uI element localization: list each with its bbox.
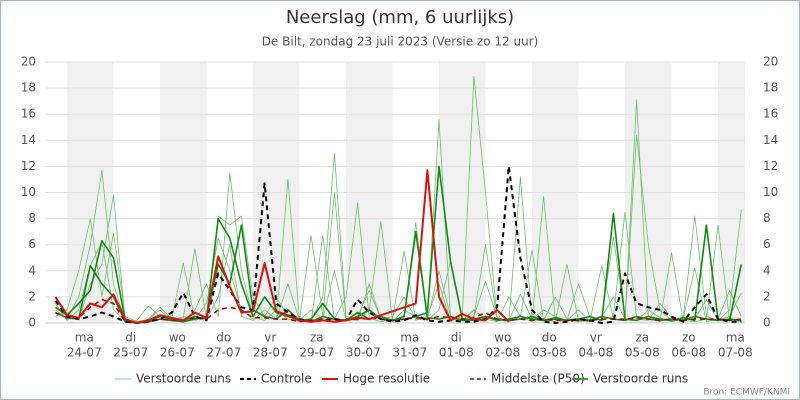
x-tick-label: 27-07 (206, 346, 241, 360)
x-tick-label: 02-08 (485, 346, 520, 360)
y-tick-label: 2 (28, 289, 36, 303)
x-weekday-label: wo (494, 331, 511, 345)
x-tick-label: 04-08 (578, 346, 613, 360)
y2-tick-label: 16 (763, 107, 778, 121)
x-tick-label: 29-07 (299, 346, 334, 360)
x-weekday-label: ma (726, 331, 745, 345)
x-weekday-label: do (542, 331, 557, 345)
x-weekday-label: za (310, 331, 324, 345)
y-tick-label: 4 (28, 263, 36, 277)
y-tick-label: 14 (21, 133, 36, 147)
y2-tick-label: 0 (763, 316, 771, 330)
y2-tick-label: 4 (763, 263, 771, 277)
y2-tick-label: 6 (763, 237, 771, 251)
x-tick-label: 06-08 (671, 346, 706, 360)
x-weekday-label: zo (356, 331, 370, 345)
chart-title: Neerslag (mm, 6 uurlijks) (286, 7, 514, 28)
y-tick-label: 6 (28, 237, 36, 251)
x-tick-label: 31-07 (392, 346, 427, 360)
y2-tick-label: 10 (763, 185, 778, 199)
legend-label: Controle (261, 372, 312, 386)
x-weekday-label: vr (264, 331, 276, 345)
y2-tick-label: 20 (763, 55, 778, 69)
x-weekday-label: di (125, 331, 136, 345)
y-tick-label: 20 (21, 55, 36, 69)
y-tick-label: 16 (21, 107, 36, 121)
y2-tick-label: 12 (763, 159, 778, 173)
x-weekday-label: zo (682, 331, 696, 345)
y2-tick-label: 8 (763, 211, 771, 225)
y-tick-label: 18 (21, 81, 36, 95)
x-tick-label: 07-08 (718, 346, 753, 360)
x-tick-label: 25-07 (113, 346, 148, 360)
y2-tick-label: 2 (763, 289, 771, 303)
x-weekday-label: ma (400, 331, 419, 345)
series-line (55, 298, 742, 324)
x-tick-label: 26-07 (160, 346, 195, 360)
legend-label: Verstoorde runs (136, 372, 231, 386)
x-weekday-label: do (216, 331, 231, 345)
x-weekday-label: za (635, 331, 649, 345)
legend-label: Hoge resolutie (343, 372, 430, 386)
x-weekday-label: di (451, 331, 462, 345)
chart-subtitle: De Bilt, zondag 23 juli 2023 (Versie zo … (262, 35, 539, 49)
x-weekday-label: wo (169, 331, 186, 345)
y2-tick-label: 18 (763, 81, 778, 95)
x-tick-label: 28-07 (253, 346, 288, 360)
series-line (54, 165, 742, 324)
y-tick-label: 12 (21, 159, 36, 173)
y-tick-label: 0 (28, 316, 36, 330)
x-tick-label: 01-08 (439, 346, 474, 360)
x-tick-label: 30-07 (346, 346, 381, 360)
legend-label: Middelste (P50) (491, 372, 585, 386)
x-weekday-label: vr (590, 331, 602, 345)
x-tick-label: 03-08 (532, 346, 567, 360)
source: Bron: ECMWF/KNMI (703, 388, 790, 398)
x-tick-label: 24-07 (67, 346, 102, 360)
x-tick-label: 05-08 (625, 346, 660, 360)
legend-label: Verstoorde runs (593, 372, 688, 386)
y2-tick-label: 14 (763, 133, 778, 147)
y-tick-label: 10 (21, 185, 36, 199)
series-line (54, 169, 510, 324)
x-weekday-label: ma (75, 331, 94, 345)
y-tick-label: 8 (28, 211, 36, 225)
